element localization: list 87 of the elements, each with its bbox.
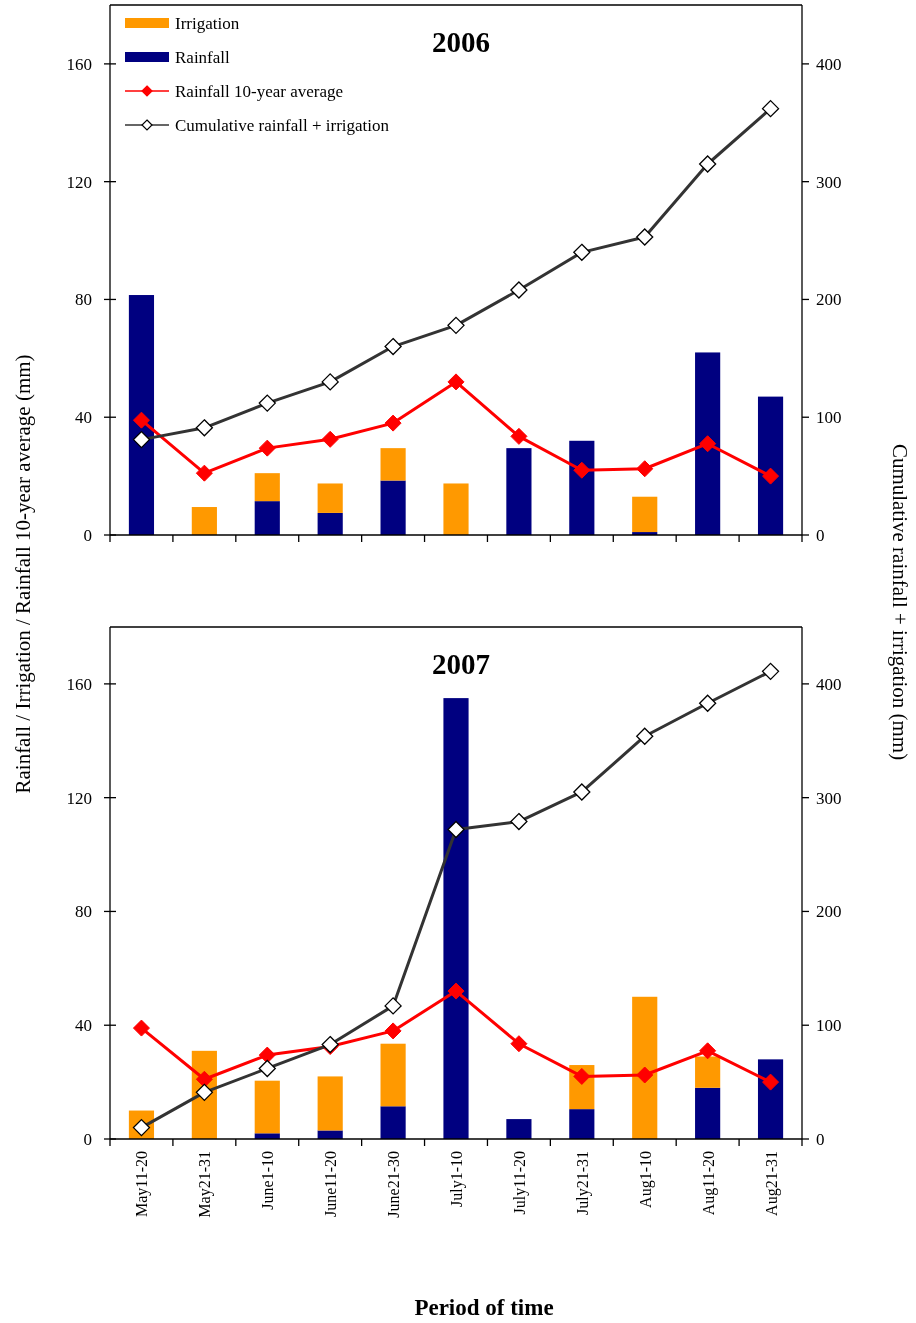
- x-tick-label: May11-20: [133, 1151, 152, 1218]
- point: [699, 1042, 717, 1060]
- bar: [380, 1106, 406, 1139]
- bar: [317, 512, 343, 535]
- point: [132, 1019, 150, 1037]
- point: [573, 461, 591, 479]
- bar: [695, 352, 721, 535]
- point: [510, 427, 528, 445]
- bar: [254, 501, 280, 535]
- text: 2006: [432, 26, 490, 58]
- legend-label: Rainfall 10-year average: [175, 82, 344, 101]
- y-tick-label: 120: [66, 172, 92, 192]
- bar: [254, 1080, 280, 1134]
- point: [762, 467, 780, 485]
- legend-label: Rainfall: [175, 48, 231, 67]
- y-tick-label: 0: [83, 1130, 92, 1149]
- point: [762, 1073, 780, 1091]
- x-tick-label: Aug11-20: [699, 1151, 718, 1216]
- point: [384, 414, 402, 432]
- y2-tick-label: 0: [816, 1130, 825, 1149]
- text: 2007: [432, 648, 490, 680]
- bar: [632, 496, 658, 533]
- x-tick-label: June11-20: [322, 1151, 340, 1218]
- bar: [443, 483, 469, 535]
- point: [258, 439, 276, 457]
- y2-tick-label: 400: [816, 674, 842, 694]
- legend-label: Cumulative rainfall + irrigation: [175, 116, 390, 135]
- y2-tick-label: 100: [816, 408, 842, 428]
- x-tick-label: Aug21-31: [762, 1151, 781, 1216]
- bar: [380, 1043, 406, 1107]
- point: [195, 464, 213, 482]
- point: [384, 1022, 402, 1040]
- point: [321, 430, 339, 448]
- x-tick-label: May21-31: [196, 1151, 215, 1218]
- y2-tick-label: 300: [816, 172, 842, 192]
- y2-tick-label: 400: [816, 54, 842, 74]
- y-tick-label: 160: [66, 674, 92, 694]
- point: [636, 460, 654, 478]
- bar: [317, 483, 343, 513]
- y2-tick-label: 0: [816, 526, 825, 545]
- bar: [443, 698, 469, 1139]
- bar: [254, 473, 280, 502]
- x-tick-label: July11-20: [510, 1151, 529, 1215]
- y2-tick-label: 100: [816, 1016, 842, 1036]
- y-tick-label: 40: [75, 1016, 92, 1036]
- y-axis-title: Rainfall / Irrigation / Rainfall 10-year average (mm): [11, 354, 35, 794]
- bar: [506, 1119, 532, 1139]
- point: [447, 982, 465, 1000]
- point: [195, 1070, 213, 1088]
- point: [699, 435, 717, 453]
- point: [510, 1035, 528, 1053]
- y2-tick-label: 200: [816, 902, 842, 922]
- y-tick-label: 80: [75, 290, 92, 310]
- bar: [695, 1056, 721, 1088]
- bar: [757, 1059, 784, 1139]
- y-tick-label: 40: [75, 408, 92, 428]
- legend-label: Irrigation: [175, 14, 240, 33]
- y-tick-label: 0: [83, 526, 92, 545]
- y2-tick-label: 300: [816, 788, 842, 808]
- point: [573, 1067, 591, 1085]
- bar: [128, 295, 155, 535]
- x-tick-label: July1-10: [448, 1151, 466, 1207]
- bar: [317, 1076, 343, 1131]
- x-axis-title: Period of time: [414, 1295, 554, 1320]
- y-tick-label: 80: [75, 902, 92, 922]
- bar: [757, 396, 784, 535]
- point: [636, 1066, 654, 1084]
- point: [132, 411, 150, 429]
- bar: [569, 1109, 595, 1139]
- point: [258, 1046, 276, 1064]
- bar: [317, 1130, 343, 1139]
- x-tick-label: June21-30: [385, 1151, 403, 1218]
- point: [447, 373, 465, 391]
- bar: [632, 996, 658, 1139]
- x-tick-label: Aug1-10: [636, 1151, 655, 1208]
- bar: [380, 480, 406, 535]
- y-tick-label: 160: [66, 54, 92, 74]
- y2-tick-label: 200: [816, 290, 842, 310]
- y-tick-label: 120: [66, 788, 92, 808]
- bar: [380, 448, 406, 481]
- x-tick-label: June1-10: [259, 1151, 277, 1210]
- bar: [506, 448, 532, 535]
- bar: [695, 1087, 721, 1139]
- x-tick-label: July21-31: [573, 1151, 592, 1215]
- bar: [191, 507, 217, 535]
- y2-axis-title: Cumulative rainfall + irrigation (mm): [888, 443, 912, 761]
- bar: [569, 440, 595, 535]
